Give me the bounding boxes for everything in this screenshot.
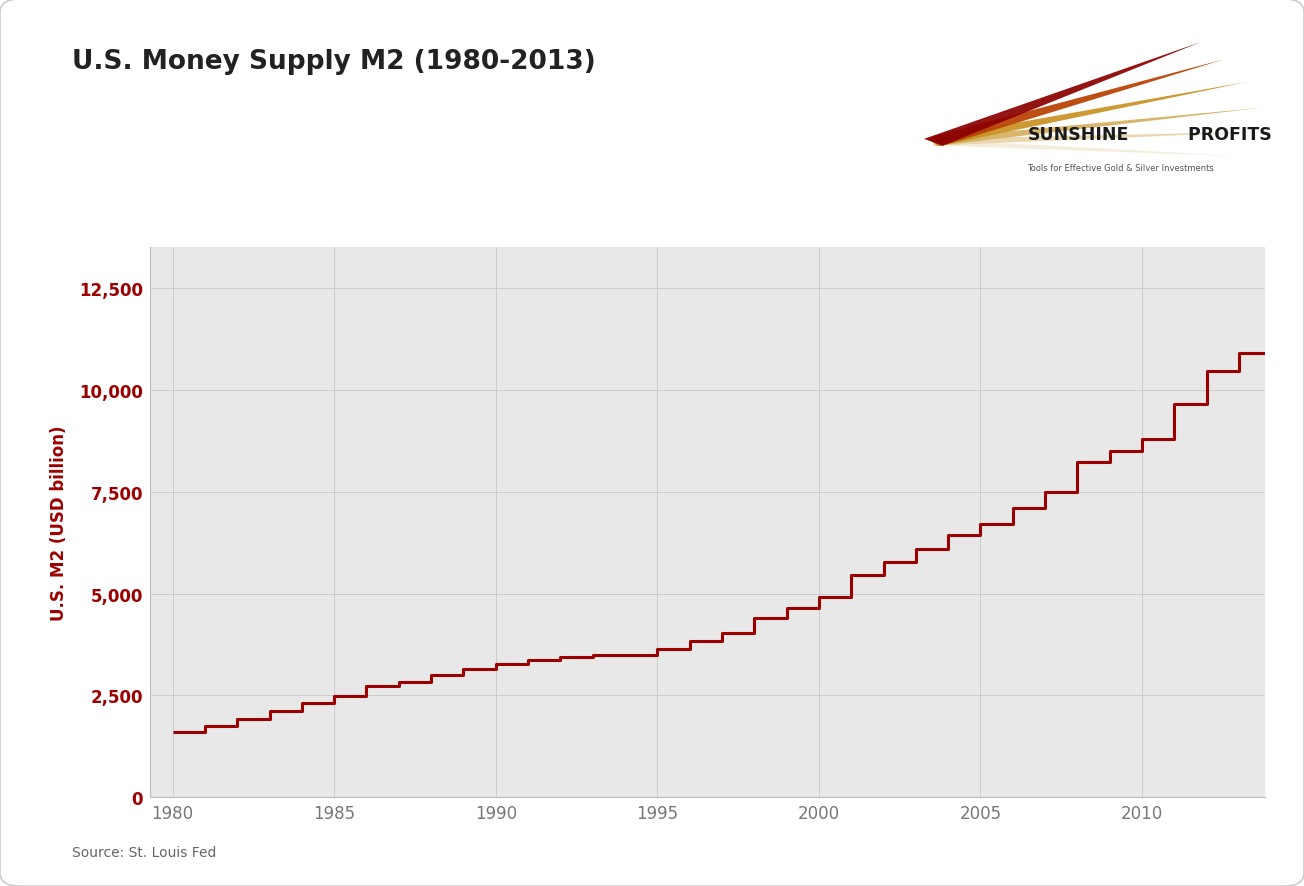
Text: Source: St. Louis Fed: Source: St. Louis Fed xyxy=(72,845,216,859)
Y-axis label: U.S. M2 (USD billion): U.S. M2 (USD billion) xyxy=(50,425,68,620)
Text: PROFITS: PROFITS xyxy=(1183,126,1271,144)
Polygon shape xyxy=(926,60,1224,147)
Polygon shape xyxy=(932,140,1239,157)
Polygon shape xyxy=(928,82,1248,147)
Polygon shape xyxy=(931,108,1262,147)
Polygon shape xyxy=(932,133,1257,146)
Text: U.S. Money Supply M2 (1980-2013): U.S. Money Supply M2 (1980-2013) xyxy=(72,49,596,74)
Text: Tools for Effective Gold & Silver Investments: Tools for Effective Gold & Silver Invest… xyxy=(1028,164,1214,173)
Polygon shape xyxy=(925,43,1201,146)
Text: SUNSHINE: SUNSHINE xyxy=(1028,126,1129,144)
